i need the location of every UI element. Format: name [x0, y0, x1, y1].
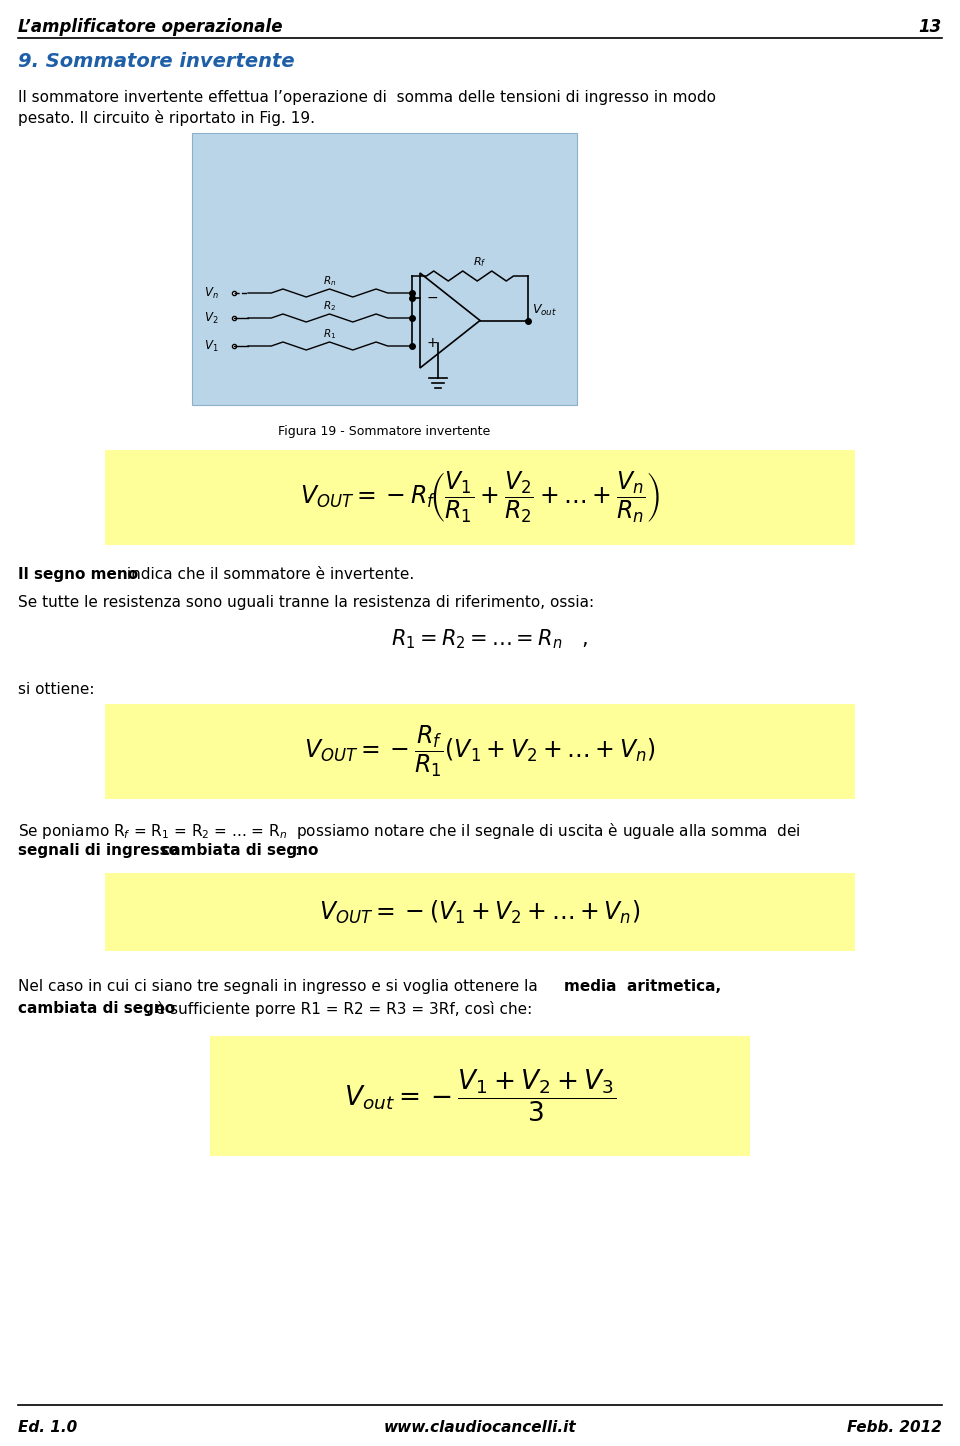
FancyBboxPatch shape [192, 133, 577, 405]
FancyBboxPatch shape [105, 450, 855, 545]
Text: Se poniamo R$_f$ = R$_1$ = R$_2$ = ... = R$_n$  possiamo notare che il segnale d: Se poniamo R$_f$ = R$_1$ = R$_2$ = ... =… [18, 821, 801, 842]
Text: media  aritmetica,: media aritmetica, [564, 979, 721, 993]
FancyBboxPatch shape [105, 873, 855, 951]
Text: $R_2$: $R_2$ [324, 299, 337, 312]
Text: www.claudiocancelli.it: www.claudiocancelli.it [384, 1420, 576, 1434]
Text: indica che il sommatore è invertente.: indica che il sommatore è invertente. [122, 567, 415, 581]
Text: Nel caso in cui ci siano tre segnali in ingresso e si voglia ottenere la: Nel caso in cui ci siano tre segnali in … [18, 979, 542, 993]
Text: Il segno meno: Il segno meno [18, 567, 138, 581]
Text: $V_{OUT} = -\dfrac{R_f}{R_1}\left(V_1+V_2+\ldots+V_n\right)$: $V_{OUT} = -\dfrac{R_f}{R_1}\left(V_1+V_… [304, 723, 656, 779]
Text: $V_2$: $V_2$ [204, 311, 219, 325]
Text: 9. Sommatore invertente: 9. Sommatore invertente [18, 52, 295, 71]
Text: $V_{out} = -\dfrac{V_1+V_2+V_3}{3}$: $V_{out} = -\dfrac{V_1+V_2+V_3}{3}$ [344, 1067, 616, 1125]
Text: $R_f$: $R_f$ [473, 254, 487, 269]
Text: Ed. 1.0: Ed. 1.0 [18, 1420, 77, 1434]
Text: $V_{out}$: $V_{out}$ [532, 302, 557, 318]
Text: , è sufficiente porre R1 = R2 = R3 = 3Rf, così che:: , è sufficiente porre R1 = R2 = R3 = 3Rf… [146, 1001, 532, 1017]
Text: $R_1$: $R_1$ [324, 327, 337, 341]
Text: 13: 13 [919, 17, 942, 36]
Text: cambiata di segno: cambiata di segno [156, 843, 319, 857]
Text: L’amplificatore operazionale: L’amplificatore operazionale [18, 17, 282, 36]
Text: $V_{OUT} = -R_f\!\left(\dfrac{V_1}{R_1}+\dfrac{V_2}{R_2}+\ldots+\dfrac{V_n}{R_n}: $V_{OUT} = -R_f\!\left(\dfrac{V_1}{R_1}+… [300, 470, 660, 525]
Text: Il sommatore invertente effettua l’operazione di  somma delle tensioni di ingres: Il sommatore invertente effettua l’opera… [18, 90, 716, 106]
Text: Se tutte le resistenza sono uguali tranne la resistenza di riferimento, ossia:: Se tutte le resistenza sono uguali trann… [18, 594, 594, 610]
Text: Figura 19 - Sommatore invertente: Figura 19 - Sommatore invertente [278, 425, 491, 438]
Text: segnali di ingresso: segnali di ingresso [18, 843, 179, 857]
FancyBboxPatch shape [210, 1035, 750, 1155]
Text: pesato. Il circuito è riportato in Fig. 19.: pesato. Il circuito è riportato in Fig. … [18, 110, 315, 126]
Text: −: − [427, 291, 439, 305]
Text: $R_n$: $R_n$ [324, 275, 337, 288]
Text: $V_n$: $V_n$ [204, 285, 219, 301]
Text: cambiata di segno: cambiata di segno [18, 1001, 175, 1017]
Text: :: : [294, 843, 300, 857]
Text: $R_1 = R_2 = \ldots = R_n$   ,: $R_1 = R_2 = \ldots = R_n$ , [392, 628, 588, 651]
Text: $V_{OUT} = -\left(V_1+V_2+\ldots+V_n\right)$: $V_{OUT} = -\left(V_1+V_2+\ldots+V_n\rig… [320, 898, 640, 925]
Text: $V_1$: $V_1$ [204, 338, 219, 354]
Text: +: + [427, 335, 439, 350]
FancyBboxPatch shape [105, 704, 855, 800]
Text: Febb. 2012: Febb. 2012 [847, 1420, 942, 1434]
Text: si ottiene:: si ottiene: [18, 683, 94, 697]
